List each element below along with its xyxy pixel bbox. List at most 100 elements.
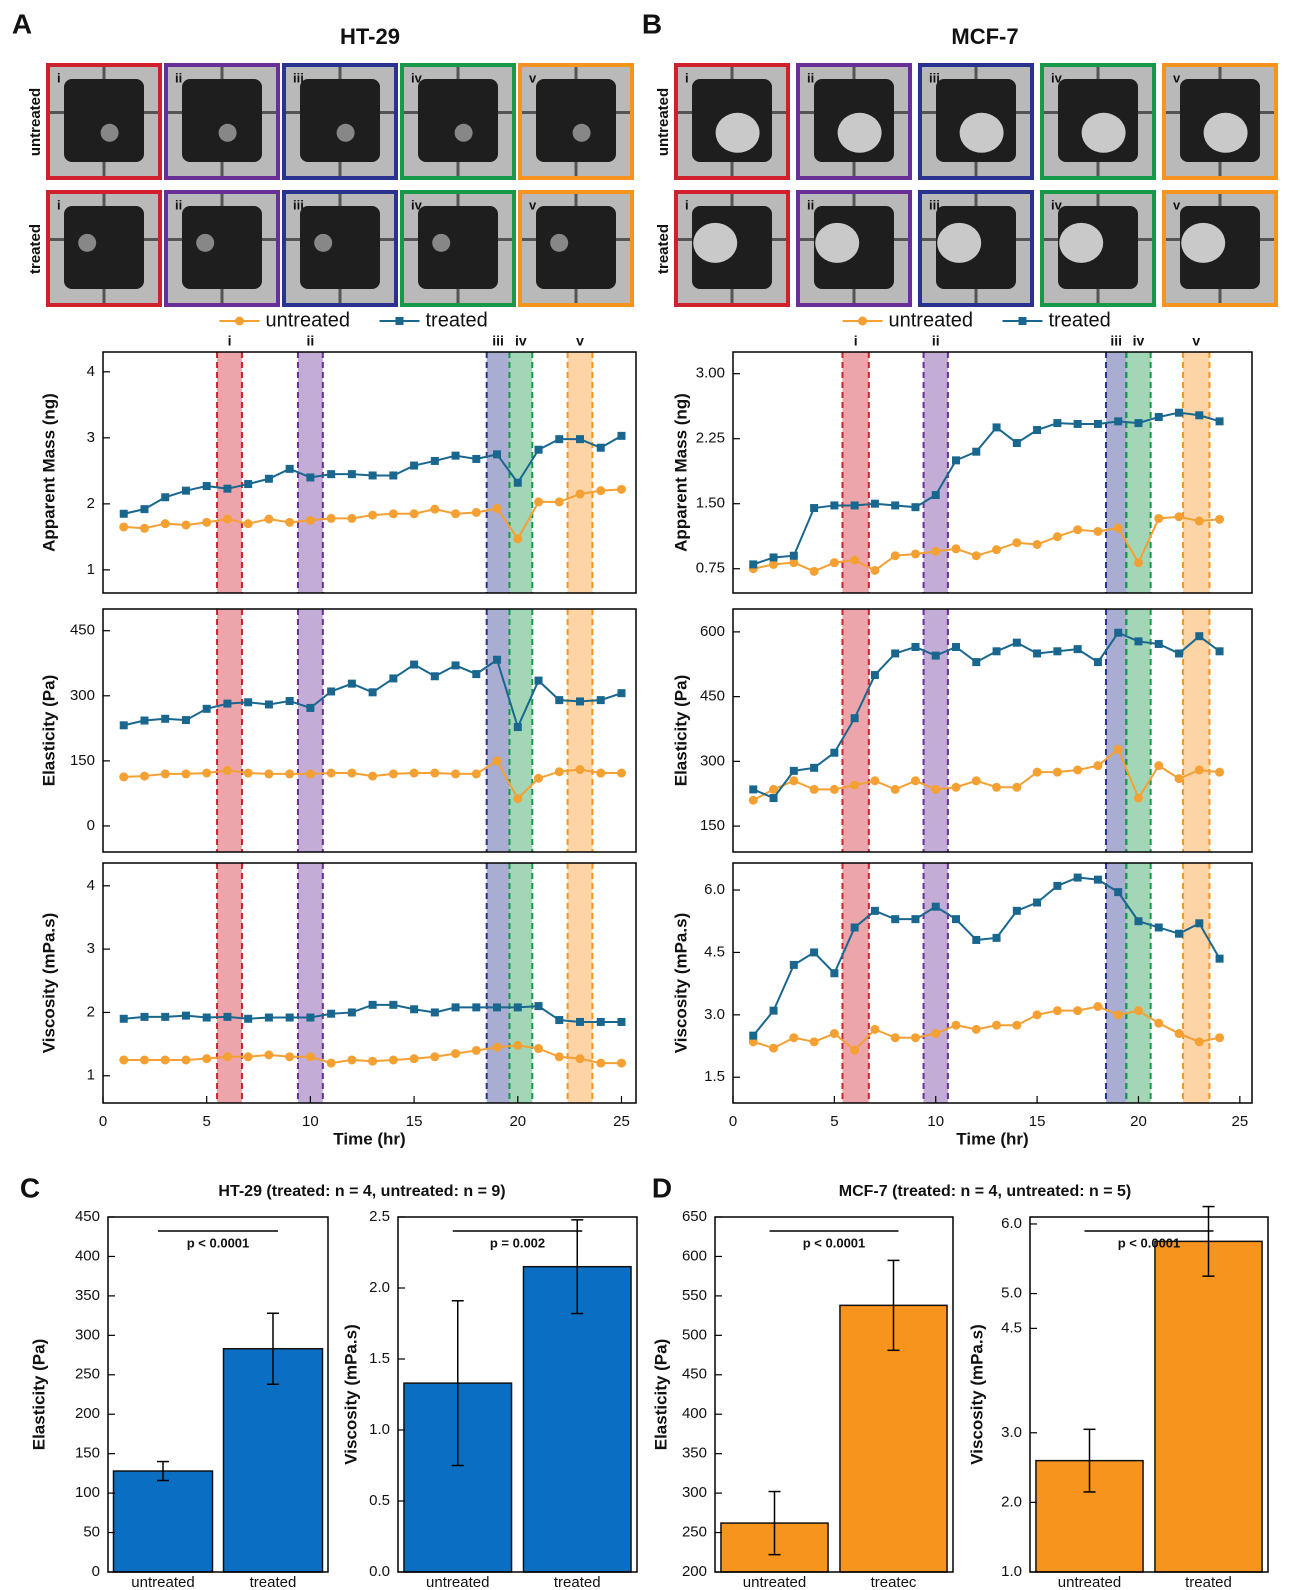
highlight-band — [1106, 609, 1127, 852]
marker — [160, 769, 170, 779]
marker — [1053, 419, 1062, 428]
marker — [161, 493, 170, 502]
thumbnail-frame — [400, 63, 516, 180]
cell — [693, 222, 738, 263]
marker — [368, 688, 377, 697]
x-axis-label: Time (hr) — [333, 1129, 405, 1148]
bar — [1154, 1240, 1263, 1573]
marker — [1033, 426, 1042, 435]
marker — [1215, 417, 1224, 426]
marker — [223, 1012, 232, 1021]
marker — [829, 558, 839, 568]
highlight-band — [297, 609, 323, 852]
significance-label: p < 0.0001 — [803, 1235, 866, 1250]
y-tick-label: 400 — [682, 1405, 707, 1422]
marker — [769, 553, 778, 562]
marker — [368, 510, 378, 520]
frame-label: i — [685, 70, 689, 85]
marker — [910, 776, 920, 786]
cell — [715, 112, 760, 153]
marker — [870, 906, 879, 915]
marker — [850, 555, 860, 565]
plot-frame — [732, 351, 1253, 594]
y-tick-label: 0.75 — [696, 560, 725, 577]
marker — [244, 480, 253, 489]
band-label: iv — [515, 333, 527, 349]
marker — [368, 1056, 378, 1066]
marker — [951, 782, 961, 792]
thumbnail-frame — [400, 190, 516, 307]
y-tick-label: 5.0 — [1001, 1285, 1022, 1302]
marker — [554, 497, 564, 507]
marker — [1012, 638, 1021, 647]
y-tick-label: 600 — [682, 1247, 707, 1264]
marker — [971, 1024, 981, 1034]
marker — [161, 1012, 170, 1021]
marker — [749, 785, 758, 794]
marker — [596, 1017, 605, 1026]
x-tick-label: 25 — [613, 1113, 630, 1130]
marker — [769, 559, 779, 569]
y-tick-label: 1 — [87, 1067, 95, 1084]
marker — [931, 546, 941, 556]
panel-title: MCF-7 — [951, 24, 1018, 49]
y-tick-label: 150 — [70, 752, 95, 769]
y-tick-label: 2.5 — [369, 1208, 390, 1225]
marker — [264, 474, 273, 483]
marker — [1093, 526, 1103, 536]
band-label: iv — [1133, 333, 1145, 349]
marker — [1134, 637, 1143, 646]
marker — [931, 1029, 941, 1039]
marker — [1154, 639, 1163, 648]
marker — [952, 642, 961, 651]
plot-frame — [102, 351, 637, 594]
marker — [1215, 767, 1225, 777]
marker — [244, 1014, 253, 1023]
frame-label: iii — [929, 70, 940, 85]
y-tick-label: 300 — [70, 687, 95, 704]
y-tick-label: 450 — [75, 1208, 100, 1225]
marker — [492, 756, 502, 766]
thumbnail-frame — [164, 190, 280, 307]
marker — [1195, 632, 1204, 641]
marker — [748, 795, 758, 805]
marker — [1154, 513, 1164, 523]
marker — [1053, 881, 1062, 890]
marker — [1073, 419, 1082, 428]
marker — [451, 1049, 461, 1059]
x-tick-label: 0 — [729, 1113, 737, 1130]
marker — [1154, 1018, 1164, 1028]
thumbnail-frame — [518, 63, 634, 180]
marker — [513, 1040, 523, 1050]
y-tick-label: 2 — [87, 495, 95, 512]
marker — [616, 1058, 626, 1068]
frame-label: v — [529, 70, 537, 85]
marker — [1113, 1010, 1123, 1020]
marker — [451, 769, 461, 779]
marker — [1114, 417, 1123, 426]
marker — [891, 915, 900, 924]
cell — [550, 233, 569, 252]
marker — [471, 769, 481, 779]
marker — [992, 782, 1002, 792]
cell — [454, 123, 473, 142]
cell — [1081, 112, 1126, 153]
highlight-band — [1183, 863, 1210, 1103]
cell — [572, 123, 591, 142]
marker — [1175, 408, 1184, 417]
highlight-band — [1183, 609, 1210, 852]
frame-label: ii — [807, 70, 814, 85]
marker — [388, 509, 398, 519]
well — [536, 206, 616, 289]
marker — [1133, 558, 1143, 568]
marker — [305, 769, 315, 779]
marker — [181, 486, 190, 495]
marker — [430, 456, 439, 465]
marker — [931, 902, 940, 911]
marker — [389, 674, 398, 683]
plot-frame — [714, 1216, 954, 1573]
marker — [596, 696, 605, 705]
marker — [140, 505, 149, 514]
highlight-band — [509, 352, 533, 593]
marker — [596, 768, 606, 778]
